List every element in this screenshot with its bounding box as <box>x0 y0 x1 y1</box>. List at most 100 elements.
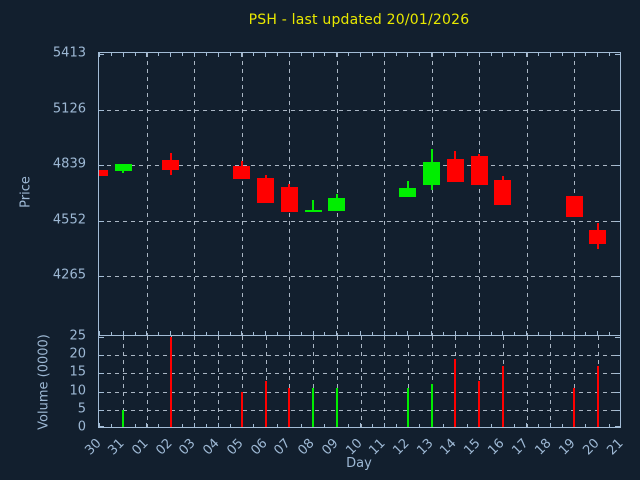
candle-body-up <box>423 162 441 186</box>
x-tick <box>383 423 385 427</box>
x-tick <box>395 332 397 335</box>
x-tick <box>288 331 290 335</box>
x-tick <box>193 423 195 427</box>
x-tick <box>99 423 100 427</box>
candle-body-up <box>114 164 132 172</box>
volume-bar-up <box>312 387 315 427</box>
volume-bar-down <box>288 387 291 427</box>
volume-bar-down <box>501 366 504 427</box>
price-tick-label: 4265 <box>52 267 86 283</box>
x-tick <box>395 424 397 427</box>
x-tick <box>443 53 445 56</box>
x-tick <box>300 424 302 427</box>
day-tick-label: 08 <box>295 436 318 459</box>
x-tick <box>217 53 219 57</box>
x-tick <box>110 53 112 56</box>
x-tick <box>478 53 480 57</box>
x-tick <box>182 424 184 427</box>
x-tick <box>122 53 124 57</box>
chart-title: PSH - last updated 20/01/2026 <box>248 12 470 28</box>
x-tick <box>229 53 231 56</box>
x-tick <box>300 332 302 335</box>
day-tick-label: 04 <box>200 436 223 459</box>
day-tick-label: 05 <box>224 436 247 459</box>
x-tick <box>360 423 361 427</box>
volume-gridline-vertical <box>194 336 196 427</box>
volume-tick <box>615 337 620 338</box>
x-tick <box>466 332 468 335</box>
price-gridline-vertical <box>336 53 338 335</box>
x-tick <box>253 424 255 427</box>
x-tick <box>158 332 160 335</box>
x-tick <box>182 332 184 335</box>
x-tick <box>371 332 373 335</box>
x-tick <box>537 332 539 335</box>
candle-body-down <box>233 165 251 180</box>
volume-gridline-vertical <box>336 336 338 427</box>
x-tick <box>336 331 338 335</box>
x-tick <box>514 332 516 335</box>
x-tick <box>300 53 302 56</box>
x-tick <box>597 331 599 335</box>
x-tick <box>407 53 409 57</box>
day-tick-label: 14 <box>437 436 461 459</box>
volume-tick-label: 0 <box>77 419 86 435</box>
x-tick <box>182 53 184 56</box>
volume-bar-up <box>335 387 338 427</box>
x-tick <box>419 332 421 335</box>
price-tick <box>99 54 104 55</box>
price-tick-label: 5126 <box>52 101 86 117</box>
day-tick-label: 07 <box>271 436 294 459</box>
day-tick-label: 18 <box>532 436 555 459</box>
x-tick <box>443 424 445 427</box>
x-tick <box>288 53 290 57</box>
x-tick <box>443 332 445 335</box>
x-tick <box>585 424 587 427</box>
volume-tick-label: 10 <box>69 383 86 399</box>
volume-bar-down <box>454 358 457 427</box>
price-tick-label: 5413 <box>52 45 86 61</box>
x-tick <box>134 53 136 56</box>
price-tick <box>615 276 620 278</box>
day-tick-label: 21 <box>603 436 627 459</box>
price-gridline-vertical <box>526 53 528 335</box>
price-gridline-horizontal <box>99 220 620 222</box>
price-tick <box>615 220 620 222</box>
volume-tick <box>99 391 104 393</box>
x-tick <box>122 331 124 335</box>
x-tick <box>324 424 326 427</box>
x-tick <box>466 53 468 56</box>
volume-tick <box>615 355 620 357</box>
price-gridline-vertical <box>384 53 386 335</box>
x-tick <box>158 53 160 56</box>
x-tick <box>205 53 207 56</box>
volume-gridline-vertical <box>241 336 243 427</box>
x-tick <box>526 53 528 57</box>
price-gridline-vertical <box>241 53 243 335</box>
price-tick <box>99 220 104 222</box>
volume-tick <box>99 426 104 427</box>
candle-body-up <box>328 197 346 211</box>
volume-bar-up <box>406 387 409 427</box>
day-tick-label: 12 <box>390 436 413 459</box>
x-tick <box>348 332 350 335</box>
price-gridline-vertical <box>146 53 148 335</box>
candle-body-down <box>280 186 298 213</box>
x-axis-label: Day <box>346 456 372 471</box>
price-gridline-horizontal <box>99 109 620 111</box>
day-tick-label: 13 <box>413 436 437 459</box>
day-tick-label: 06 <box>247 436 271 459</box>
x-tick <box>110 424 112 427</box>
x-tick <box>466 424 468 427</box>
price-tick <box>615 54 620 55</box>
candle-body-down <box>99 169 108 177</box>
volume-gridline-horizontal <box>99 391 620 393</box>
x-tick <box>561 53 563 56</box>
volume-gridline-horizontal <box>99 373 620 375</box>
x-tick <box>265 331 267 335</box>
day-tick-label: 20 <box>580 436 603 459</box>
x-tick <box>146 423 148 427</box>
volume-bar-down <box>573 387 576 427</box>
volume-gridline-vertical <box>313 336 315 427</box>
